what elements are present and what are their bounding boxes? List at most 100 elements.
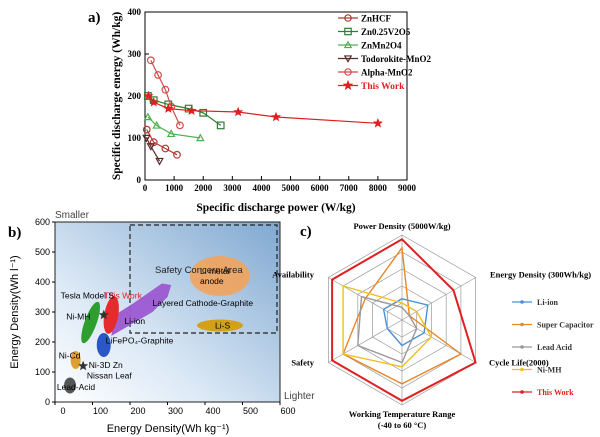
panel-b-label-lead-acid: Lead-Acid xyxy=(57,382,96,392)
panel-label-a: a) xyxy=(88,10,101,26)
panel-a-ytick-label: 200 xyxy=(128,91,142,101)
panel-b-label-tesla: Tesla Model S xyxy=(61,291,115,301)
panel-b-label-nissan: Nissan Leaf xyxy=(87,371,133,381)
panel-b-ylabel: Energy Density(Wh l⁻¹) xyxy=(9,255,21,368)
panel-b-ytick-label: 0 xyxy=(45,397,50,407)
panel-b-corner-top: Smaller xyxy=(55,210,90,221)
panel-a-series-line xyxy=(145,137,161,162)
panel-a-series-line xyxy=(150,60,181,126)
panel-c-legend-dot xyxy=(520,300,524,304)
panel-c-axis-label: Power Density (5000W/kg) xyxy=(353,221,450,231)
panel-b-xlabel: Energy Density(Wh kg⁻¹) xyxy=(107,423,230,435)
panel-c-series-polygon xyxy=(382,298,429,347)
panel-a-point xyxy=(143,90,154,101)
panel-c-axis-label: Cycle Life(2000) xyxy=(489,358,549,368)
panel-a-legend-marker xyxy=(343,55,353,63)
panel-a-point xyxy=(161,85,170,94)
panel-b-tesla-star xyxy=(98,309,109,320)
panel-b-label-li-s: Li-S xyxy=(215,321,230,331)
panel-a-point xyxy=(143,112,153,121)
panel-a-point xyxy=(270,111,282,122)
panel-a-legend-marker xyxy=(344,27,352,36)
panel-b-safety-concern-box xyxy=(129,224,278,334)
panel-a-point xyxy=(161,144,170,153)
panel-c-axis-label: Availability xyxy=(272,270,315,280)
panel-b-ytick-label: 400 xyxy=(35,277,50,287)
panel-b-label-lifepo4: LiFePO₄-Graphite xyxy=(106,336,174,346)
panel-c-chart: Power Density (5000W/kg) Energy Density (… xyxy=(272,221,594,430)
panel-b-label-li-metal-line1: Li metal xyxy=(200,266,230,276)
panel-a-point xyxy=(146,56,155,65)
panel-b-region-ni-cd xyxy=(70,351,81,369)
panel-a-xtick-label: 1000 xyxy=(165,183,184,193)
panel-a-point xyxy=(233,106,244,117)
panel-a-point xyxy=(173,150,181,159)
panel-a-legend-label: Alpha-MnO2 xyxy=(361,68,413,78)
panel-b-nissan-star xyxy=(78,360,89,371)
panel-c-axis-label: Safety xyxy=(291,358,314,368)
panel-label-b: b) xyxy=(8,225,21,241)
panel-a-xtick-label: 5000 xyxy=(282,183,301,193)
panel-a-series-line xyxy=(146,129,178,156)
panel-a-point xyxy=(176,121,184,130)
panel-a-point xyxy=(163,103,174,113)
panel-a-xtick-label: 4000 xyxy=(252,183,271,193)
panel-b-label-ni-3d-zn: Ni-3D Zn xyxy=(89,360,123,370)
panel-b-xtick-label: 200 xyxy=(130,406,145,416)
panel-c-series-polygon xyxy=(331,238,477,402)
panel-c-legend: Li-ion Super Capacitor Lead Acid Ni-MH This … xyxy=(512,298,594,397)
panel-b-ytick-label: 200 xyxy=(35,337,50,347)
panel-c-legend-dot xyxy=(520,390,524,394)
panel-a-legend-marker xyxy=(344,68,352,76)
panel-c-legend-label: Li-ion xyxy=(537,298,558,307)
panel-a-legend-marker xyxy=(344,14,352,22)
panel-a-xtick-label: 7000 xyxy=(340,183,359,193)
panel-a-legend-label: ZnHCF xyxy=(361,14,392,24)
panel-b-ytick-label: 100 xyxy=(35,367,50,377)
panel-a-point xyxy=(155,157,164,166)
panel-a-point xyxy=(216,121,225,130)
panel-a-ytick-label: 100 xyxy=(128,133,142,143)
panel-a-xtick-label: 2000 xyxy=(194,183,213,193)
panel-b-label-ni-cd: Ni-Cd xyxy=(59,351,81,361)
panel-a-point xyxy=(195,133,205,142)
panel-a-legend-label: Todorokite-MnO2 xyxy=(361,54,432,64)
panel-a-legend-marker xyxy=(342,79,354,91)
panel-a-point xyxy=(152,120,161,129)
panel-b-xtick-label: 400 xyxy=(205,406,220,416)
panel-b-label-li-ion: Li-ion xyxy=(124,316,145,326)
panel-b-corner-right: Lighter xyxy=(284,391,315,402)
panel-a-legend-marker xyxy=(343,40,353,49)
panel-b-xtick-label: 500 xyxy=(243,406,258,416)
panel-c-series-polygon xyxy=(342,285,433,368)
panel-b-chart: 0 100 200 300 400 500 600 0 100 200 300 400 500 600 L… xyxy=(9,210,315,435)
panel-c-legend-dot xyxy=(520,322,524,327)
panel-b-ytick-label: 600 xyxy=(35,217,50,227)
panel-a-point xyxy=(142,134,151,143)
panel-a-point xyxy=(154,71,163,79)
panel-a-legend: ZnHCF Zn0.25V2O5 ZnMn2O4 Todorokite-MnO2 Alp… xyxy=(338,14,432,92)
panel-c-axis-label: Energy Density (300Wh/kg) xyxy=(490,270,591,280)
panel-a-point xyxy=(142,125,151,134)
panel-a-xtick-label: 3000 xyxy=(223,183,242,193)
panel-a-ytick-label: 300 xyxy=(128,49,142,59)
panel-a-legend-label: ZnMn2O4 xyxy=(361,41,402,51)
panel-c-legend-label: Ni-MH xyxy=(537,366,562,375)
panel-b-label-this-work: This Work xyxy=(104,291,143,301)
panel-a-xtick-label: 9000 xyxy=(398,183,417,193)
panel-a-chart: 0 1000 2000 3000 4000 5000 6000 7000 8000 9000 0 10… xyxy=(111,7,432,214)
panel-c-legend-dot xyxy=(520,367,524,372)
panel-c-axis-line xyxy=(401,319,476,363)
panel-b-region-li-s xyxy=(197,319,243,332)
panel-c-axis-line xyxy=(328,319,403,363)
panel-a-ytick-label: 400 xyxy=(128,7,142,17)
panel-c-axis-label: (-40 to 60 °C) xyxy=(378,420,427,430)
panel-a-point xyxy=(148,96,159,107)
panel-b-ytick-label: 500 xyxy=(35,247,50,257)
panel-a-xtick-label: 8000 xyxy=(369,183,388,193)
panel-b-xtick-label: 600 xyxy=(280,406,295,416)
panel-a-xlabel: Specific discharge power (W/kg) xyxy=(196,202,355,214)
panel-b-region-lifepo4 xyxy=(96,333,111,357)
panel-a-legend-label: Zn0.25V2O5 xyxy=(361,27,411,37)
